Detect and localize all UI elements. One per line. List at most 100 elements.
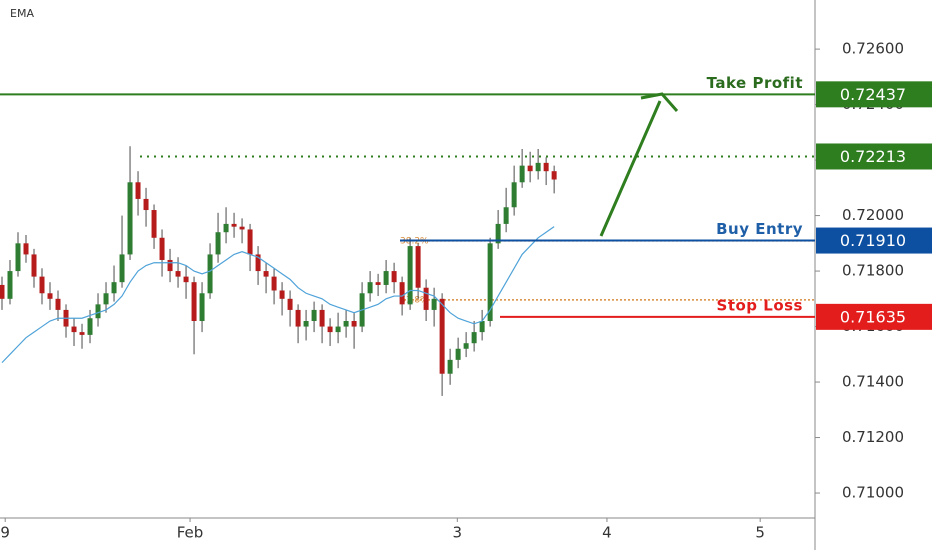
price-label-box	[816, 227, 932, 254]
candle-body	[199, 293, 205, 322]
candle-body	[95, 304, 101, 319]
candle-body	[423, 287, 429, 310]
x-tick-label: 9	[0, 524, 10, 542]
candle-body	[471, 332, 477, 344]
candle-body	[511, 182, 517, 208]
candle-body	[495, 223, 501, 244]
candle-body	[415, 246, 421, 288]
candle-body	[455, 348, 461, 360]
candle-body	[71, 326, 77, 333]
candle-body	[175, 271, 181, 277]
candle-body	[519, 165, 525, 183]
legend-label: EMA	[10, 7, 34, 20]
y-tick-label: 0.72000	[842, 206, 904, 224]
candle-body	[183, 276, 189, 283]
candle-body	[311, 309, 317, 322]
candle-body	[231, 223, 237, 227]
candle-body	[431, 298, 437, 310]
candle-body	[207, 254, 213, 294]
x-tick-label: 4	[602, 524, 612, 542]
candle-body	[55, 298, 61, 310]
price-label-box	[816, 143, 932, 170]
price-label: 0.71910	[840, 231, 906, 250]
candle-body	[375, 282, 381, 285]
candle-body	[279, 290, 285, 299]
candle-body	[215, 232, 221, 255]
candle-body	[439, 298, 445, 374]
candle-body	[143, 198, 149, 211]
fib-label: 61.8%	[400, 295, 429, 305]
candle-body	[223, 223, 229, 233]
candle-body	[135, 182, 141, 199]
candle-body	[263, 271, 269, 277]
arrow	[599, 92, 679, 237]
candle-body	[255, 254, 261, 272]
ema-line	[1, 226, 555, 364]
candle-body	[47, 293, 53, 299]
labels: 0.710000.712000.714000.716000.718000.720…	[0, 7, 932, 542]
x-tick-label: 5	[755, 524, 765, 542]
candle-body	[535, 162, 541, 172]
arrow-head	[640, 92, 679, 112]
candle-body	[39, 276, 45, 294]
candle-body	[151, 210, 157, 238]
candle-body	[103, 293, 109, 305]
x-tick-label: 3	[453, 524, 463, 542]
candle-body	[167, 259, 173, 272]
price-label: 0.71635	[840, 307, 906, 326]
level-name: Stop Loss	[717, 296, 803, 314]
candle-body	[447, 359, 453, 374]
candle-body	[407, 246, 413, 305]
candle-body	[487, 243, 493, 322]
candle-body	[7, 271, 13, 299]
level-name: Buy Entry	[716, 220, 803, 238]
price-label-box	[816, 303, 932, 330]
candle-body	[287, 298, 293, 310]
candle-body	[15, 243, 21, 272]
candle-body	[119, 254, 125, 283]
y-tick-label: 0.71800	[842, 262, 904, 280]
candle-body	[159, 237, 165, 260]
candle-body	[295, 309, 301, 327]
price-label-box	[816, 81, 932, 108]
candle-body	[343, 321, 349, 327]
candle-body	[303, 321, 309, 327]
candle-body	[247, 229, 253, 255]
y-tick-label: 0.71000	[842, 484, 904, 502]
candle-body	[191, 282, 197, 322]
candle-body	[391, 271, 397, 283]
y-tick-label: 0.72600	[842, 40, 904, 58]
candle-body	[79, 332, 85, 335]
candle-body	[551, 171, 557, 180]
candle-body	[319, 309, 325, 327]
candle-body	[271, 276, 277, 291]
y-tick-label: 0.71400	[842, 373, 904, 391]
candle-body	[503, 207, 509, 224]
candle-body	[543, 162, 549, 172]
candle-body	[31, 254, 37, 277]
price-label: 0.72213	[840, 147, 906, 166]
candle-body	[351, 321, 357, 327]
candle-body	[239, 226, 245, 230]
candle-body	[367, 282, 373, 294]
candle-body	[463, 343, 469, 349]
x-tick-label: Feb	[177, 524, 204, 542]
candle-body	[127, 182, 133, 255]
candle-body	[527, 165, 533, 172]
candle-body	[383, 271, 389, 285]
level-name: Take Profit	[707, 74, 803, 92]
arrow-shaft	[599, 100, 662, 237]
candle-body	[335, 326, 341, 333]
candle-body	[23, 243, 29, 255]
candle-body	[399, 282, 405, 305]
price-label: 0.72437	[840, 85, 906, 104]
candle-body	[327, 326, 333, 333]
candle-body	[111, 282, 117, 294]
marks: 38.2%61.8%	[0, 48, 820, 522]
candle-body	[87, 318, 93, 335]
y-tick-label: 0.71200	[842, 428, 904, 446]
candle-body	[0, 284, 5, 299]
candle-body	[479, 321, 485, 333]
